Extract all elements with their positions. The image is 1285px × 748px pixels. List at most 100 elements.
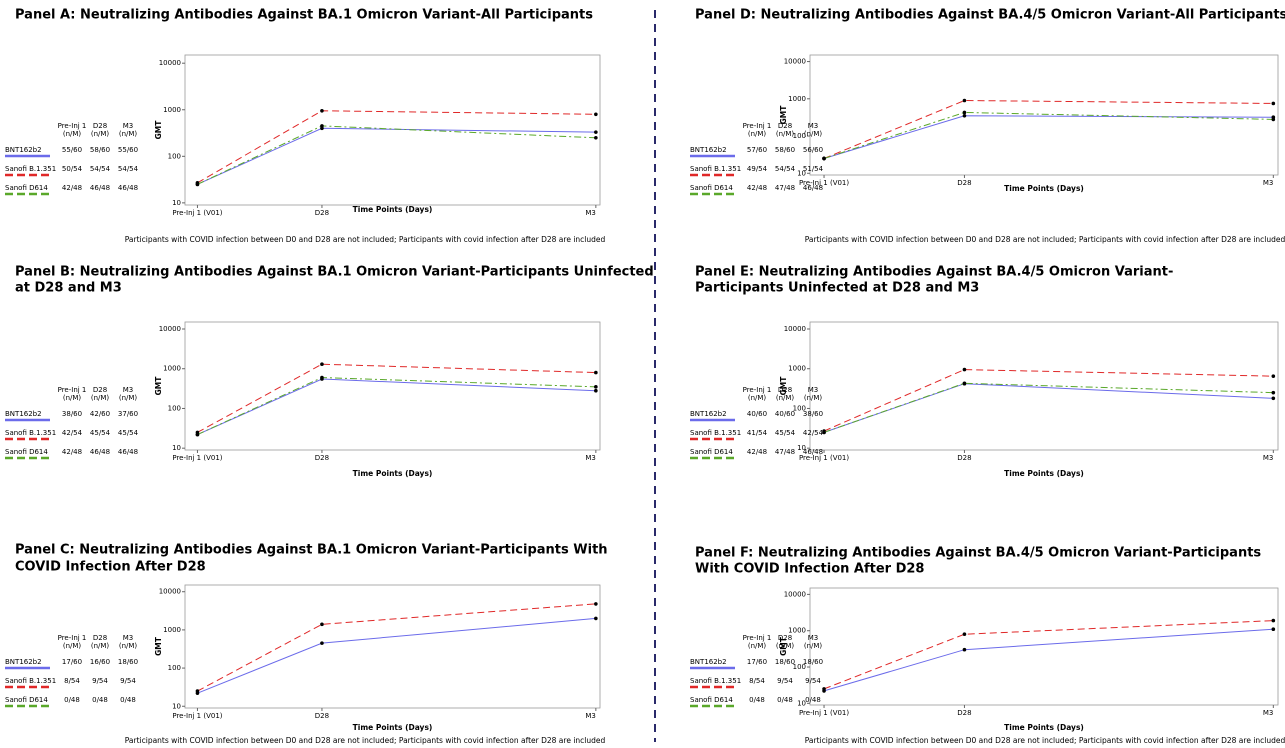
- legend-label: Sanofi B.1.351: [690, 677, 741, 685]
- table-cell: 0/48: [92, 696, 108, 704]
- x-tick-label: M3: [1263, 454, 1274, 462]
- x-tick-label: Pre-Inj 1 (V01): [799, 709, 849, 717]
- table-cell: 38/60: [803, 410, 823, 418]
- table-unit: (n/M): [804, 642, 823, 650]
- x-axis-label: Time Points (Days): [1004, 723, 1084, 732]
- y-axis-label: GMT: [154, 120, 163, 140]
- legend-label: Sanofi D614: [690, 448, 733, 456]
- table-cell: 46/48: [803, 184, 823, 192]
- table-header: D28: [93, 122, 107, 130]
- table-header: M3: [123, 122, 134, 130]
- table-cell: 46/48: [90, 184, 110, 192]
- table-cell: 58/60: [775, 146, 795, 154]
- y-tick-label: 100: [793, 404, 806, 412]
- y-tick-label: 1000: [788, 95, 806, 103]
- footnote: Participants with COVID infection betwee…: [125, 736, 606, 745]
- table-cell: 38/60: [62, 410, 82, 418]
- y-tick-label: 10000: [784, 590, 806, 598]
- gmt-line: [197, 617, 596, 694]
- table-unit: (n/M): [119, 394, 138, 402]
- gmt-point: [822, 430, 826, 435]
- table-header: M3: [808, 634, 819, 642]
- gmt-point: [1271, 390, 1276, 395]
- panel-title: Panel C: Neutralizing Antibodies Against…: [15, 543, 608, 558]
- gmt-point: [594, 112, 598, 117]
- gmt-line: [197, 377, 596, 436]
- table-cell: 51/54: [803, 165, 824, 173]
- y-tick-label: 10: [172, 199, 181, 207]
- legend-label: Sanofi B.1.351: [690, 429, 741, 437]
- table-cell: 45/54: [118, 429, 139, 437]
- table-header: M3: [808, 122, 819, 130]
- panel-title: at D28 and M3: [15, 281, 122, 296]
- gmt-point: [320, 375, 324, 380]
- gmt-point: [320, 108, 324, 113]
- y-tick-label: 10000: [784, 325, 806, 333]
- table-cell: 0/48: [120, 696, 136, 704]
- table-cell: 0/48: [64, 696, 80, 704]
- table-header: M3: [808, 386, 819, 394]
- plot-frame: [184, 584, 601, 709]
- x-tick-label: M3: [1263, 179, 1274, 187]
- table-cell: 42/54: [62, 429, 83, 437]
- table-unit: (n/M): [63, 130, 82, 138]
- gmt-point: [962, 98, 967, 103]
- x-tick-label: Pre-Inj 1 (V01): [172, 712, 222, 720]
- table-header: D28: [778, 386, 792, 394]
- x-axis-label: Time Points (Days): [353, 205, 433, 214]
- table-unit: (n/M): [91, 394, 110, 402]
- legend-label: BNT162b2: [690, 658, 727, 666]
- table-unit: (n/M): [776, 394, 795, 402]
- x-tick-label: M3: [585, 209, 596, 217]
- x-tick-label: M3: [1263, 709, 1274, 717]
- gmt-point: [1271, 618, 1276, 623]
- panel-title: COVID Infection After D28: [15, 560, 206, 575]
- table-cell: 47/48: [775, 448, 795, 456]
- gmt-line: [823, 111, 1274, 159]
- table-cell: 9/54: [805, 677, 821, 685]
- panel-title: Panel A: Neutralizing Antibodies Against…: [15, 8, 593, 23]
- table-cell: 46/48: [118, 448, 138, 456]
- y-tick-label: 1000: [163, 106, 181, 114]
- table-unit: (n/M): [63, 642, 82, 650]
- x-tick-label: D28: [957, 454, 971, 462]
- legend-label: Sanofi B.1.351: [5, 429, 56, 437]
- table-cell: 42/48: [62, 448, 82, 456]
- table-cell: 46/48: [90, 448, 110, 456]
- table-cell: 41/54: [747, 429, 768, 437]
- y-tick-label: 10000: [159, 59, 181, 67]
- table-cell: 18/60: [775, 658, 795, 666]
- legend-label: Sanofi D614: [5, 448, 48, 456]
- table-cell: 55/60: [62, 146, 82, 154]
- table-cell: 9/54: [92, 677, 108, 685]
- gmt-line: [823, 628, 1274, 692]
- gmt-point: [594, 388, 598, 393]
- table-unit: (n/M): [748, 642, 767, 650]
- table-header: D28: [778, 122, 792, 130]
- gmt-point: [822, 156, 826, 161]
- legend-label: Sanofi B.1.351: [5, 165, 56, 173]
- y-tick-label: 10000: [159, 325, 181, 333]
- x-axis-label: Time Points (Days): [1004, 469, 1084, 478]
- x-tick-label: D28: [315, 209, 329, 217]
- table-cell: 55/60: [118, 146, 138, 154]
- table-cell: 40/60: [747, 410, 767, 418]
- table-cell: 42/48: [747, 184, 767, 192]
- y-tick-label: 10: [797, 444, 806, 452]
- footnote: Participants with COVID infection betwee…: [805, 736, 1285, 745]
- table-cell: 17/60: [62, 658, 82, 666]
- plot-frame: [809, 587, 1279, 706]
- table-cell: 16/60: [90, 658, 110, 666]
- table-cell: 57/60: [747, 146, 767, 154]
- table-cell: 54/54: [90, 165, 111, 173]
- table-header: M3: [123, 634, 134, 642]
- gmt-line: [197, 110, 596, 184]
- x-tick-label: Pre-Inj 1 (V01): [172, 454, 222, 462]
- gmt-line: [823, 100, 1274, 159]
- legend-label: BNT162b2: [5, 146, 42, 154]
- table-cell: 49/54: [747, 165, 768, 173]
- table-cell: 42/60: [90, 410, 110, 418]
- gmt-point: [962, 367, 967, 372]
- table-unit: (n/M): [804, 130, 823, 138]
